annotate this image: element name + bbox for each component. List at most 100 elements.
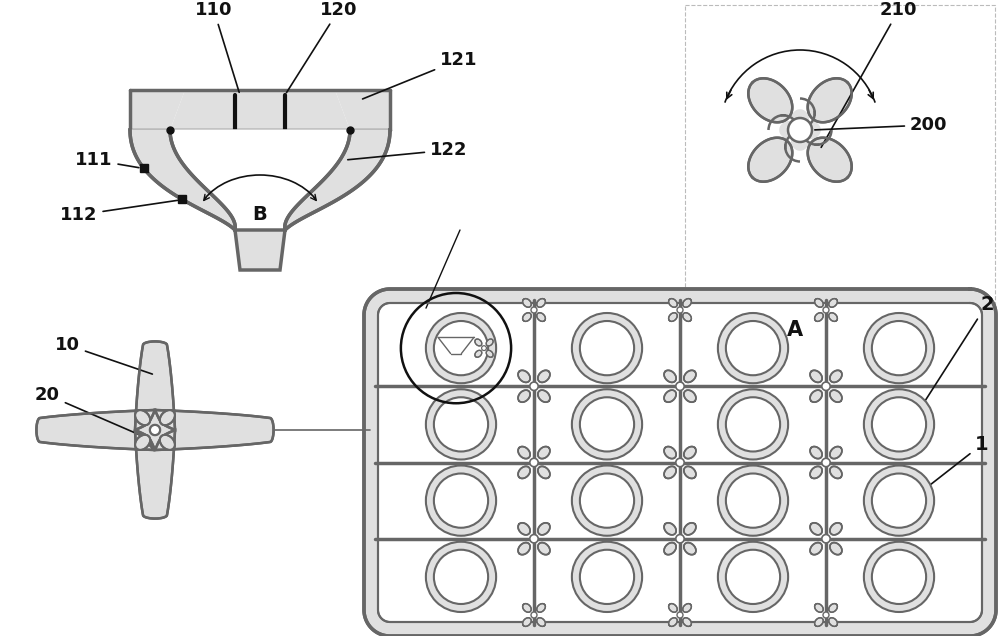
- Polygon shape: [335, 90, 390, 130]
- Circle shape: [434, 473, 488, 528]
- Circle shape: [726, 550, 780, 604]
- Polygon shape: [523, 313, 531, 321]
- Polygon shape: [808, 138, 852, 182]
- Polygon shape: [669, 604, 677, 612]
- Polygon shape: [669, 299, 677, 307]
- Circle shape: [531, 612, 537, 618]
- Circle shape: [434, 398, 488, 452]
- Polygon shape: [538, 390, 550, 402]
- Polygon shape: [815, 299, 823, 307]
- Polygon shape: [475, 339, 482, 346]
- Polygon shape: [810, 523, 822, 535]
- Text: 110: 110: [195, 1, 239, 92]
- Circle shape: [718, 466, 788, 536]
- Circle shape: [530, 534, 538, 543]
- Polygon shape: [664, 370, 676, 382]
- Polygon shape: [518, 543, 530, 555]
- Polygon shape: [830, 466, 842, 478]
- Circle shape: [677, 612, 683, 618]
- Polygon shape: [669, 618, 677, 626]
- Circle shape: [426, 313, 496, 384]
- Circle shape: [823, 307, 829, 313]
- Circle shape: [718, 542, 788, 612]
- Polygon shape: [518, 466, 530, 478]
- Polygon shape: [815, 604, 823, 612]
- Polygon shape: [683, 299, 691, 307]
- Polygon shape: [364, 289, 996, 636]
- Circle shape: [726, 321, 780, 375]
- Circle shape: [580, 398, 634, 452]
- Circle shape: [864, 389, 934, 459]
- Circle shape: [726, 473, 780, 528]
- Polygon shape: [808, 78, 852, 122]
- Polygon shape: [523, 618, 531, 626]
- Circle shape: [872, 321, 926, 375]
- Text: 20: 20: [35, 386, 137, 434]
- Polygon shape: [538, 543, 550, 555]
- Text: 122: 122: [348, 141, 468, 160]
- Polygon shape: [810, 370, 822, 382]
- Polygon shape: [537, 604, 545, 612]
- Polygon shape: [684, 523, 696, 535]
- Polygon shape: [683, 618, 691, 626]
- Text: 1: 1: [912, 435, 989, 499]
- Polygon shape: [664, 543, 676, 555]
- Polygon shape: [664, 466, 676, 478]
- Circle shape: [426, 542, 496, 612]
- Polygon shape: [664, 523, 676, 535]
- Polygon shape: [829, 299, 837, 307]
- Circle shape: [864, 313, 934, 384]
- Polygon shape: [518, 370, 530, 382]
- Circle shape: [864, 466, 934, 536]
- Polygon shape: [683, 313, 691, 321]
- Polygon shape: [486, 339, 493, 346]
- Polygon shape: [36, 342, 274, 518]
- Polygon shape: [285, 130, 390, 230]
- Polygon shape: [130, 90, 185, 130]
- Polygon shape: [475, 350, 482, 357]
- Circle shape: [572, 466, 642, 536]
- Circle shape: [426, 389, 496, 459]
- Polygon shape: [537, 299, 545, 307]
- Polygon shape: [810, 466, 822, 478]
- Polygon shape: [830, 390, 842, 402]
- Circle shape: [718, 389, 788, 459]
- Circle shape: [872, 398, 926, 452]
- Polygon shape: [518, 446, 530, 459]
- Text: 10: 10: [55, 336, 152, 374]
- Circle shape: [531, 307, 537, 313]
- Circle shape: [572, 313, 642, 384]
- Circle shape: [150, 425, 160, 435]
- Polygon shape: [160, 410, 175, 425]
- Circle shape: [676, 382, 684, 391]
- Polygon shape: [235, 230, 285, 270]
- Text: 120: 120: [286, 1, 358, 93]
- Circle shape: [530, 459, 538, 467]
- Polygon shape: [829, 604, 837, 612]
- Circle shape: [822, 382, 830, 391]
- Text: A: A: [787, 320, 803, 340]
- Polygon shape: [779, 109, 821, 151]
- Polygon shape: [537, 618, 545, 626]
- Text: 111: 111: [75, 151, 139, 169]
- Circle shape: [872, 473, 926, 528]
- Polygon shape: [135, 410, 150, 425]
- Text: 121: 121: [363, 51, 478, 99]
- Text: B: B: [253, 205, 267, 225]
- Polygon shape: [538, 523, 550, 535]
- Polygon shape: [486, 350, 493, 357]
- Polygon shape: [684, 543, 696, 555]
- Text: 112: 112: [60, 200, 181, 224]
- Polygon shape: [538, 466, 550, 478]
- Polygon shape: [537, 313, 545, 321]
- Polygon shape: [538, 370, 550, 382]
- Polygon shape: [130, 130, 235, 230]
- Polygon shape: [684, 466, 696, 478]
- Polygon shape: [830, 446, 842, 459]
- Polygon shape: [829, 313, 837, 321]
- Circle shape: [676, 534, 684, 543]
- Polygon shape: [684, 370, 696, 382]
- Polygon shape: [830, 370, 842, 382]
- Polygon shape: [830, 523, 842, 535]
- Circle shape: [864, 542, 934, 612]
